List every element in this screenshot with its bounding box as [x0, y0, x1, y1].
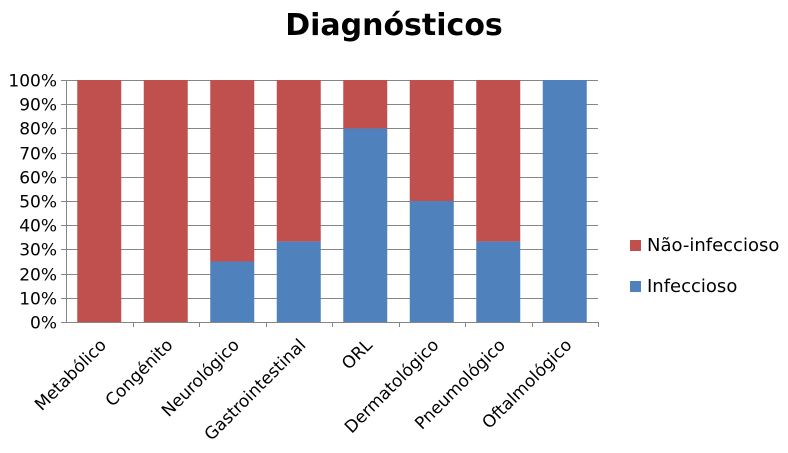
- bar: [409, 201, 454, 322]
- bar: [210, 80, 255, 262]
- x-tick-label: Metabólico: [31, 335, 111, 415]
- bar: [476, 80, 521, 242]
- legend-swatch: [630, 281, 641, 292]
- y-tick-label: 100%: [8, 72, 57, 92]
- y-tick-label: 50%: [19, 193, 57, 213]
- y-tick-label: 10%: [19, 290, 57, 310]
- bar: [143, 80, 188, 322]
- bar: [476, 241, 521, 322]
- legend-swatch: [630, 240, 641, 251]
- bar: [343, 80, 388, 129]
- bar: [276, 80, 321, 242]
- x-tick-label: ORL: [338, 335, 377, 374]
- bar: [409, 80, 454, 201]
- bar: [542, 80, 587, 322]
- bar: [276, 241, 321, 322]
- chart-title: Diagnósticos: [285, 8, 503, 43]
- bar: [343, 128, 388, 322]
- bar: [77, 80, 122, 322]
- legend-label: Não-infeccioso: [647, 235, 779, 256]
- y-tick-label: 90%: [19, 96, 57, 116]
- y-tick-label: 0%: [30, 314, 57, 334]
- y-tick-label: 20%: [19, 266, 57, 286]
- legend-label: Infeccioso: [647, 276, 737, 297]
- y-tick-label: 60%: [19, 169, 57, 189]
- y-tick-label: 80%: [19, 120, 57, 140]
- y-tick-label: 70%: [19, 145, 57, 165]
- bar: [210, 261, 255, 322]
- y-tick-label: 30%: [19, 241, 57, 261]
- y-tick-label: 40%: [19, 217, 57, 237]
